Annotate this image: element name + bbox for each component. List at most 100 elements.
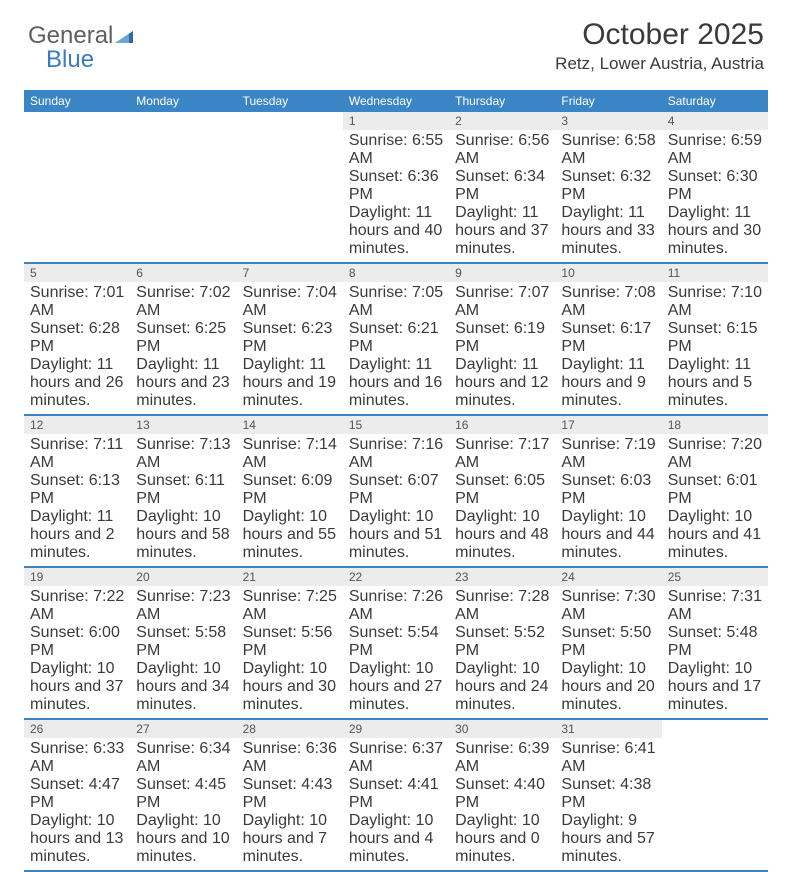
day-number: 25 [662, 568, 768, 586]
sunset-text: Sunset: 4:45 PM [136, 776, 230, 812]
day-number: 27 [130, 720, 236, 738]
month-title: October 2025 [555, 18, 764, 52]
sunset-text: Sunset: 6:05 PM [455, 472, 549, 508]
day-number: 11 [662, 264, 768, 282]
day-number: 9 [449, 264, 555, 282]
sunrise-text: Sunrise: 7:28 AM [455, 588, 549, 624]
daylight-text: Daylight: 10 hours and 48 minutes. [455, 508, 549, 562]
location-subtitle: Retz, Lower Austria, Austria [555, 54, 764, 74]
day-cell-body: Sunrise: 7:17 AMSunset: 6:05 PMDaylight:… [449, 434, 555, 566]
sunset-text: Sunset: 6:03 PM [561, 472, 655, 508]
day-number: 18 [662, 416, 768, 434]
day-number: 19 [24, 568, 130, 586]
day-cell-body [130, 130, 236, 262]
sunrise-text: Sunrise: 6:56 AM [455, 132, 549, 168]
weekday-header: Friday [555, 90, 661, 112]
day-cell-body: Sunrise: 7:25 AMSunset: 5:56 PMDaylight:… [237, 586, 343, 718]
day-number: 20 [130, 568, 236, 586]
day-cell-body: Sunrise: 6:55 AMSunset: 6:36 PMDaylight:… [343, 130, 449, 262]
sunrise-text: Sunrise: 6:33 AM [30, 740, 124, 776]
sunset-text: Sunset: 6:34 PM [455, 168, 549, 204]
day-cell-body: Sunrise: 7:28 AMSunset: 5:52 PMDaylight:… [449, 586, 555, 718]
day-cell-body [24, 130, 130, 262]
day-cell-body [662, 738, 768, 870]
sunrise-text: Sunrise: 7:14 AM [243, 436, 337, 472]
day-cell-body: Sunrise: 7:13 AMSunset: 6:11 PMDaylight:… [130, 434, 236, 566]
daylight-text: Daylight: 11 hours and 19 minutes. [243, 356, 337, 410]
brand-triangle-icon [115, 22, 133, 50]
sunrise-text: Sunrise: 7:10 AM [668, 284, 762, 320]
sunrise-text: Sunrise: 7:17 AM [455, 436, 549, 472]
day-cell-body: Sunrise: 7:11 AMSunset: 6:13 PMDaylight:… [24, 434, 130, 566]
day-number: 5 [24, 264, 130, 282]
day-cell-body: Sunrise: 7:19 AMSunset: 6:03 PMDaylight:… [555, 434, 661, 566]
daylight-text: Daylight: 10 hours and 24 minutes. [455, 660, 549, 714]
sunrise-text: Sunrise: 7:11 AM [30, 436, 124, 472]
daylight-text: Daylight: 11 hours and 33 minutes. [561, 204, 655, 258]
daylight-text: Daylight: 11 hours and 9 minutes. [561, 356, 655, 410]
sunset-text: Sunset: 5:58 PM [136, 624, 230, 660]
day-cell-body: Sunrise: 7:23 AMSunset: 5:58 PMDaylight:… [130, 586, 236, 718]
sunrise-text: Sunrise: 7:26 AM [349, 588, 443, 624]
sunrise-text: Sunrise: 7:20 AM [668, 436, 762, 472]
week-row: 567891011Sunrise: 7:01 AMSunset: 6:28 PM… [24, 264, 768, 416]
sunrise-text: Sunrise: 6:59 AM [668, 132, 762, 168]
day-number [130, 112, 236, 130]
day-number: 6 [130, 264, 236, 282]
daylight-text: Daylight: 10 hours and 17 minutes. [668, 660, 762, 714]
day-number: 12 [24, 416, 130, 434]
day-cell-body: Sunrise: 7:31 AMSunset: 5:48 PMDaylight:… [662, 586, 768, 718]
sunrise-text: Sunrise: 7:19 AM [561, 436, 655, 472]
daylight-text: Daylight: 10 hours and 51 minutes. [349, 508, 443, 562]
day-number: 22 [343, 568, 449, 586]
sunrise-text: Sunrise: 7:04 AM [243, 284, 337, 320]
day-number: 4 [662, 112, 768, 130]
sunrise-text: Sunrise: 6:36 AM [243, 740, 337, 776]
day-cell-body: Sunrise: 6:59 AMSunset: 6:30 PMDaylight:… [662, 130, 768, 262]
sunset-text: Sunset: 5:52 PM [455, 624, 549, 660]
daylight-text: Daylight: 10 hours and 37 minutes. [30, 660, 124, 714]
weeks-container: 12 34 Sunrise: 6:55 AMSunset: 6:36 PMDayli… [24, 112, 768, 872]
sunset-text: Sunset: 6:19 PM [455, 320, 549, 356]
day-number: 16 [449, 416, 555, 434]
sunset-text: Sunset: 4:43 PM [243, 776, 337, 812]
sunset-text: Sunset: 4:40 PM [455, 776, 549, 812]
day-number [237, 112, 343, 130]
daylight-text: Daylight: 10 hours and 0 minutes. [455, 812, 549, 866]
sunrise-text: Sunrise: 7:16 AM [349, 436, 443, 472]
day-cell-body [237, 130, 343, 262]
day-cell-body: Sunrise: 6:56 AMSunset: 6:34 PMDaylight:… [449, 130, 555, 262]
sunset-text: Sunset: 5:54 PM [349, 624, 443, 660]
day-cell-body: Sunrise: 7:30 AMSunset: 5:50 PMDaylight:… [555, 586, 661, 718]
daylight-text: Daylight: 10 hours and 7 minutes. [243, 812, 337, 866]
day-cell-body: Sunrise: 7:20 AMSunset: 6:01 PMDaylight:… [662, 434, 768, 566]
day-number [24, 112, 130, 130]
day-number: 3 [555, 112, 661, 130]
sunrise-text: Sunrise: 6:39 AM [455, 740, 549, 776]
day-cell-body: Sunrise: 6:58 AMSunset: 6:32 PMDaylight:… [555, 130, 661, 262]
week-row: 262728293031Sunrise: 6:33 AMSunset: 4:47… [24, 720, 768, 872]
day-cell-body: Sunrise: 6:37 AMSunset: 4:41 PMDaylight:… [343, 738, 449, 870]
daylight-text: Daylight: 9 hours and 57 minutes. [561, 812, 655, 866]
sunset-text: Sunset: 6:11 PM [136, 472, 230, 508]
sunset-text: Sunset: 6:17 PM [561, 320, 655, 356]
sunset-text: Sunset: 5:56 PM [243, 624, 337, 660]
daylight-text: Daylight: 10 hours and 10 minutes. [136, 812, 230, 866]
day-number: 23 [449, 568, 555, 586]
day-cell-body: Sunrise: 7:08 AMSunset: 6:17 PMDaylight:… [555, 282, 661, 414]
daylight-text: Daylight: 11 hours and 37 minutes. [455, 204, 549, 258]
sunset-text: Sunset: 6:23 PM [243, 320, 337, 356]
daylight-text: Daylight: 11 hours and 5 minutes. [668, 356, 762, 410]
weekday-header: Wednesday [343, 90, 449, 112]
day-cell-body: Sunrise: 7:07 AMSunset: 6:19 PMDaylight:… [449, 282, 555, 414]
day-number: 2 [449, 112, 555, 130]
day-number: 13 [130, 416, 236, 434]
sunrise-text: Sunrise: 6:34 AM [136, 740, 230, 776]
sunrise-text: Sunrise: 7:01 AM [30, 284, 124, 320]
daylight-text: Daylight: 10 hours and 44 minutes. [561, 508, 655, 562]
sunrise-text: Sunrise: 7:07 AM [455, 284, 549, 320]
daylight-text: Daylight: 11 hours and 40 minutes. [349, 204, 443, 258]
sunrise-text: Sunrise: 7:25 AM [243, 588, 337, 624]
sunset-text: Sunset: 4:47 PM [30, 776, 124, 812]
daylight-text: Daylight: 11 hours and 16 minutes. [349, 356, 443, 410]
